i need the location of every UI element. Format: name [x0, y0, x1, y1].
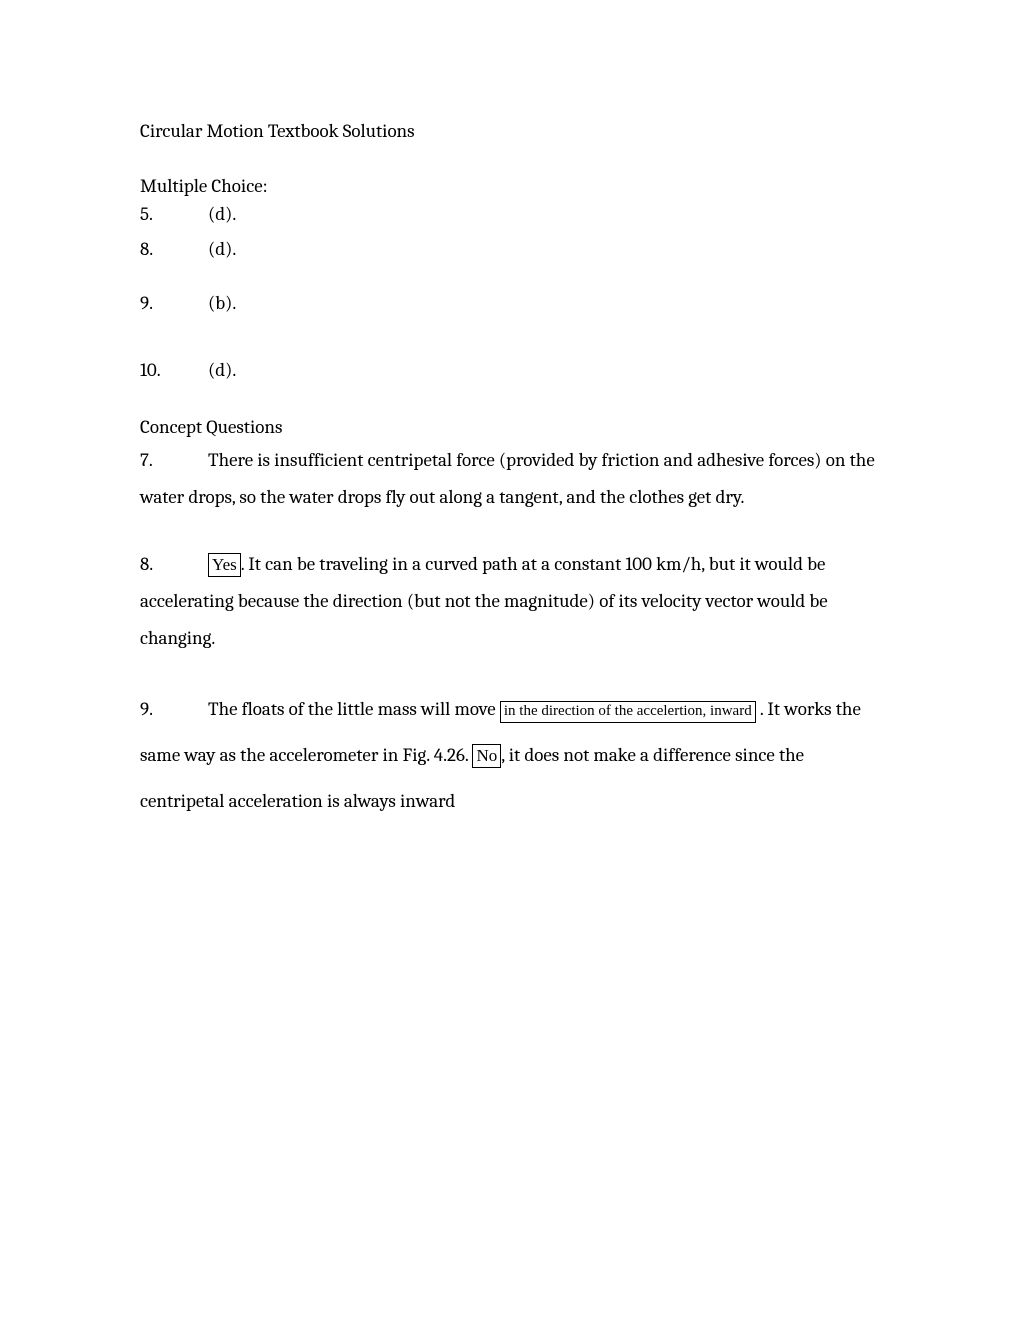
mc-ans: (d). [208, 357, 236, 384]
mc-num: 10. [140, 357, 208, 384]
mc-num: 9. [140, 290, 208, 317]
mc-item: 10. (d). [140, 357, 880, 384]
mc-num: 8. [140, 236, 208, 263]
q-text: The floats of the little mass will move [208, 698, 500, 720]
q-text-lead: There is insufficient centripetal force … [208, 449, 764, 471]
q-text: . It [756, 698, 780, 720]
mc-item: 9. (b). [140, 290, 880, 317]
mc-item: 5. (d). [140, 201, 880, 228]
q-text: . It can be traveling in a curved path a… [241, 553, 803, 575]
q-text: , it does not make a [501, 744, 649, 766]
mc-ans: (b). [208, 290, 236, 317]
concept-question-9: 9.The floats of the little mass will mov… [140, 687, 880, 824]
q-num: 8. [140, 546, 208, 583]
q-num: 7. [140, 442, 208, 479]
mc-item: 8. (d). [140, 236, 880, 263]
concept-question-8: 8.Yes. It can be traveling in a curved p… [140, 546, 880, 657]
boxed-answer: in the direction of the accelertion, inw… [500, 701, 756, 723]
boxed-answer: Yes [208, 553, 241, 577]
concept-question-7: 7.There is insufficient centripetal forc… [140, 442, 880, 516]
mc-header: Multiple Choice: [140, 173, 880, 200]
cq-header: Concept Questions [140, 414, 880, 441]
boxed-answer: No [472, 744, 501, 768]
mc-ans: (d). [208, 236, 236, 263]
q-num: 9. [140, 687, 208, 733]
mc-num: 5. [140, 201, 208, 228]
mc-ans: (d). [208, 201, 236, 228]
document-title: Circular Motion Textbook Solutions [140, 118, 880, 145]
